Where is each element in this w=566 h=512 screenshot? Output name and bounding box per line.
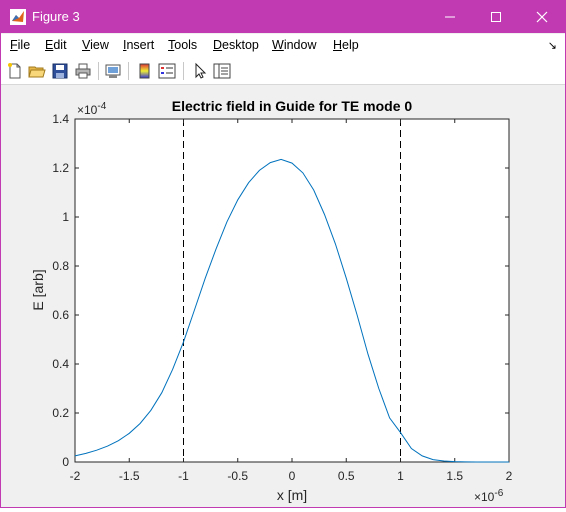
x-tick-label: 2 (506, 469, 513, 483)
close-button[interactable] (519, 1, 565, 33)
y-multiplier-label: ×10-4 (77, 101, 107, 117)
y-tick-label: 0.8 (52, 259, 69, 273)
window-title: Figure 3 (32, 9, 80, 24)
maximize-icon (491, 12, 501, 22)
menu-tools[interactable]: Tools (168, 38, 198, 52)
property-inspector-icon[interactable] (213, 62, 231, 80)
open-file-icon[interactable] (28, 62, 46, 80)
menu-desktop[interactable]: Desktop (213, 38, 259, 52)
x-tick-label: 1.5 (446, 469, 463, 483)
menu-bar: File Edit View Insert Tools Desktop Wind… (1, 34, 565, 58)
x-axis-label: x [m] (277, 487, 307, 503)
menu-file[interactable]: File (10, 38, 31, 52)
title-bar[interactable]: Figure 3 (1, 1, 565, 33)
y-tick-label: 1.4 (52, 112, 69, 126)
x-multiplier-label: ×10-6 (474, 488, 504, 504)
figure-canvas[interactable]: -2 -1.5 -1 -0.5 0 0.5 1 1.5 2 0 0.2 0.4 0.6 0.8 1 1.2 1.… (1, 85, 565, 507)
x-tick-label: -0.5 (227, 469, 248, 483)
y-tick-label: 0.4 (52, 357, 69, 371)
save-icon[interactable] (51, 62, 69, 80)
print-icon[interactable] (74, 62, 92, 80)
toolbar (1, 58, 565, 85)
x-tick-label: -2 (70, 469, 81, 483)
x-tick-label: 0 (289, 469, 296, 483)
menu-view[interactable]: View (82, 38, 109, 52)
y-tick-label: 0.2 (52, 406, 69, 420)
x-tick-label: 0.5 (338, 469, 355, 483)
x-tick-label: -1 (178, 469, 189, 483)
toolbar-separator (98, 62, 99, 80)
legend-icon[interactable] (158, 62, 176, 80)
menu-window[interactable]: Window (272, 38, 317, 52)
maximize-button[interactable] (473, 1, 519, 33)
electric-field-plot[interactable]: -2 -1.5 -1 -0.5 0 0.5 1 1.5 2 0 0.2 0.4 0.6 0.8 1 1.2 1.… (1, 85, 565, 507)
minimize-button[interactable] (427, 1, 473, 33)
link-plot-icon[interactable] (104, 62, 122, 80)
menu-help[interactable]: Help (333, 38, 359, 52)
y-tick-label: 1 (62, 210, 69, 224)
axes-background (74, 118, 510, 463)
chart-title: Electric field in Guide for TE mode 0 (172, 98, 413, 114)
field-curve (74, 158, 509, 463)
toolbar-separator (183, 62, 184, 80)
y-tick-label: 0 (62, 455, 69, 469)
y-axis-label: E [arb] (30, 269, 46, 310)
toolbar-separator (128, 62, 129, 80)
pointer-icon[interactable] (191, 62, 209, 80)
x-tick-label: 1 (397, 469, 404, 483)
x-tick-label: -1.5 (119, 469, 140, 483)
colorbar-icon[interactable] (136, 62, 154, 80)
menu-edit[interactable]: Edit (45, 38, 67, 52)
matlab-icon (10, 9, 26, 25)
close-icon (536, 11, 548, 23)
y-tick-label: 0.6 (52, 308, 69, 322)
new-figure-icon[interactable] (6, 62, 24, 80)
dock-arrow-icon[interactable]: ↘ (547, 40, 557, 52)
minimize-icon (445, 16, 455, 18)
y-tick-label: 1.2 (52, 161, 69, 175)
menu-insert[interactable]: Insert (123, 38, 155, 52)
